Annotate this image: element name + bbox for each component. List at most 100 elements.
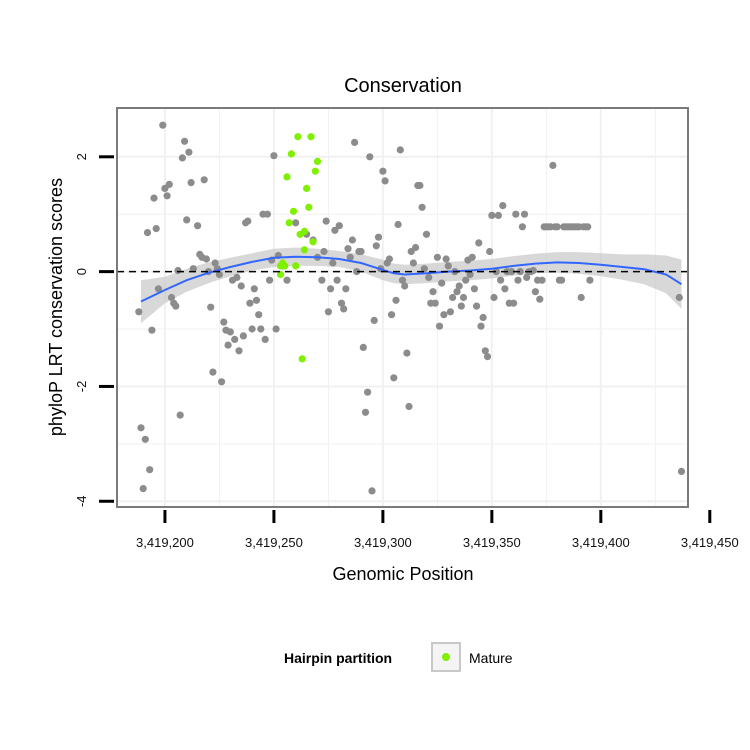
point-other-162 [520,210,529,218]
point-other-128 [446,308,454,316]
point-other-123 [435,322,444,330]
point-other-12 [163,192,171,200]
point-other-52 [252,296,261,304]
point-other-79 [340,305,348,313]
point-other-22 [185,148,193,156]
point-other-108 [403,349,411,357]
point-other-74 [329,259,337,267]
point-other-80 [342,285,350,293]
point-mature-9 [294,133,302,141]
point-other-93 [370,316,378,324]
point-other-21 [183,216,191,224]
point-other-77 [335,222,343,230]
point-other-131 [453,288,461,296]
point-other-145 [483,353,492,361]
point-other-124 [438,279,446,287]
point-mature-6 [287,150,295,158]
point-other-144 [481,347,489,355]
point-other-137 [466,270,474,279]
point-other-51 [250,285,258,293]
x-axis: 3,419,200 3,419,250 3,419,300 3,419,350 3,41… [136,510,739,550]
point-other-82 [346,253,354,261]
x-tick-label-1: 3,419,250 [245,535,303,550]
point-other-135 [462,276,470,284]
point-other-84 [351,138,359,146]
point-mature-12 [300,246,308,254]
point-other-156 [507,268,516,276]
point-mature-13 [303,184,311,192]
point-other-13 [165,180,173,188]
x-tick-label-5: 3,419,450 [681,535,739,550]
point-other-40 [226,328,234,336]
point-other-48 [244,217,252,225]
point-other-133 [457,302,465,310]
point-other-29 [202,255,210,263]
point-other-19 [178,154,186,162]
point-other-49 [246,299,254,307]
point-other-23 [187,179,195,187]
point-other-73 [327,285,335,293]
point-other-105 [396,146,404,154]
point-other-115 [418,203,426,211]
point-mature-3 [281,262,289,270]
point-other-46 [239,332,247,340]
legend-mature-marker [442,653,450,661]
point-mature-17 [311,167,319,175]
point-other-170 [538,276,546,284]
point-other-31 [207,303,215,311]
point-other-50 [248,325,256,333]
point-other-35 [215,270,223,279]
point-mature-4 [283,173,291,181]
point-other-33 [211,259,219,267]
point-other-69 [318,276,326,284]
point-mature-5 [285,219,293,227]
point-other-14 [167,293,176,302]
x-tick-label-0: 3,419,200 [136,535,194,550]
point-other-32 [209,368,217,376]
points-mature-layer [276,133,322,363]
point-other-152 [499,202,507,210]
legend-mature-label: Mature [469,650,513,666]
point-other-98 [381,177,389,185]
point-other-121 [431,299,439,307]
point-other-177 [553,223,561,231]
point-other-102 [390,374,398,382]
point-other-7 [150,194,158,202]
point-other-72 [324,308,332,316]
point-other-122 [433,253,441,261]
y-tick-label-1: -2 [74,381,89,393]
point-other-9 [154,285,162,293]
point-other-5 [146,466,154,474]
x-tick-label-3: 3,419,350 [463,535,521,550]
point-other-24 [189,265,197,273]
point-other-25 [194,222,202,230]
point-other-134 [459,293,468,302]
point-other-191 [584,223,592,231]
point-other-28 [200,176,208,184]
point-mature-14 [305,203,313,211]
y-tick-label-0: -4 [74,495,89,507]
point-other-106 [398,276,407,284]
legend-title: Hairpin partition [284,650,392,666]
point-other-60 [270,152,278,160]
point-other-167 [531,288,540,296]
point-other-56 [261,335,269,343]
x-tick-label-4: 3,419,400 [572,535,630,550]
point-other-90 [364,388,372,396]
point-mature-1 [276,270,285,279]
point-other-0 [135,308,143,316]
point-other-10 [159,121,167,129]
point-other-88 [359,343,367,351]
point-other-118 [425,273,433,281]
point-mature-16 [309,238,317,246]
point-other-92 [368,487,376,495]
point-other-76 [333,276,341,284]
point-other-146 [486,247,494,256]
y-tick-label-2: 0 [74,268,89,275]
point-mature-19 [300,227,308,235]
point-other-71 [322,217,330,225]
point-other-64 [283,276,291,284]
point-other-1 [137,424,145,432]
confidence-band [141,247,682,324]
point-other-85 [353,268,361,276]
